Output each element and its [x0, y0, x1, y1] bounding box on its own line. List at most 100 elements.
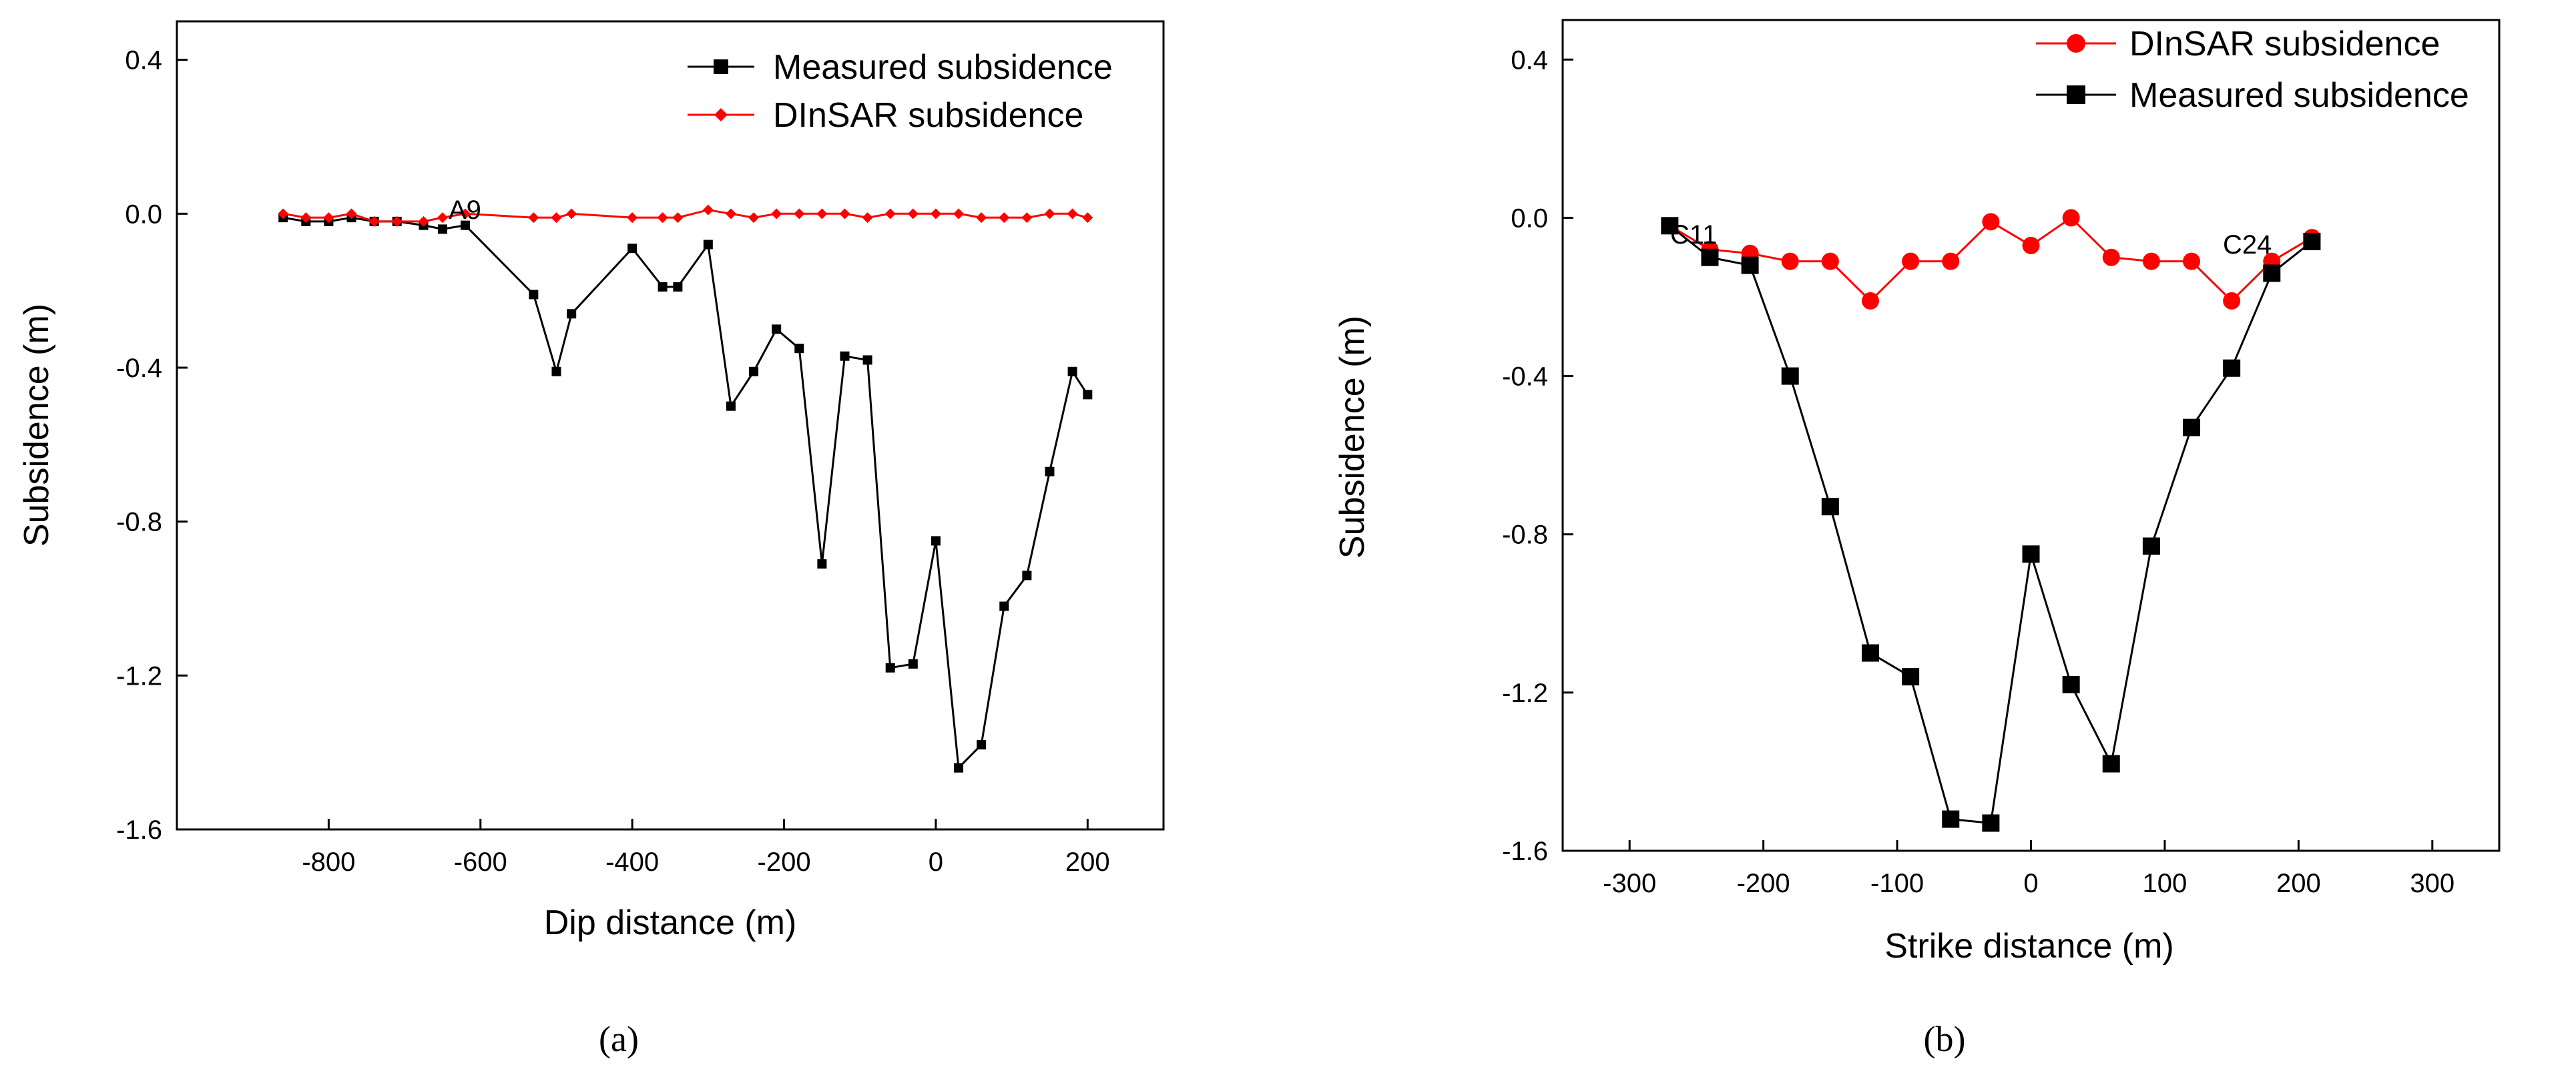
panel-a-y-tick-label: 0.4 [125, 46, 162, 75]
panel-a-point-measured-subsidence-9 [529, 290, 539, 300]
panel-b-point-measured-subsidence-5 [1861, 644, 1879, 662]
panel-a-x-tick-label: -200 [758, 847, 811, 877]
panel-a-annotation-a9: A9 [449, 196, 481, 225]
panel-a-point-measured-subsidence-14 [673, 282, 683, 292]
panel-a-point-measured-subsidence-7 [437, 224, 447, 234]
panel-b-point-dinsar-subsidence-5 [1861, 292, 1879, 310]
panel-b-point-measured-subsidence-1 [1701, 248, 1719, 266]
panel-b-point-measured-subsidence-4 [1821, 498, 1839, 516]
panel-b-y-tick-label: 0.4 [1511, 45, 1548, 75]
panel-b-point-measured-subsidence-15 [2263, 264, 2281, 282]
panel-a-point-dinsar-subsidence-32 [1082, 212, 1093, 224]
panel-b-x-axis-title: Strike distance (m) [1884, 927, 2173, 966]
panel-a-point-dinsar-subsidence-18 [771, 208, 782, 220]
panel-a-point-dinsar-subsidence-6 [418, 216, 429, 227]
panel-a-y-tick-label: 0.0 [125, 200, 162, 229]
panel-a-point-dinsar-subsidence-11 [566, 208, 577, 220]
panel-a-point-measured-subsidence-8 [461, 220, 471, 230]
panel-a-plot-frame [176, 20, 1165, 831]
panel-b-y-tick-label: -0.4 [1502, 362, 1548, 392]
panel-a-point-measured-subsidence-28 [999, 601, 1009, 611]
panel-a-point-dinsar-subsidence-19 [794, 208, 805, 220]
panel-b-point-measured-subsidence-10 [2062, 676, 2080, 693]
panel-a-x-tick-label: 0 [929, 847, 943, 877]
panel-a-y-tick-label: -1.2 [116, 661, 162, 691]
panel-b-point-measured-subsidence-13 [2183, 418, 2201, 436]
panel-b-point-measured-subsidence-2 [1741, 256, 1759, 274]
panel-a-point-dinsar-subsidence-7 [437, 212, 448, 224]
panel-b-point-measured-subsidence-9 [2022, 545, 2040, 563]
panel-a-point-dinsar-subsidence-8 [460, 208, 471, 220]
panel-b-point-dinsar-subsidence-13 [2183, 252, 2201, 270]
panel-a-point-dinsar-subsidence-26 [953, 208, 965, 220]
panel-a-series-line-dinsar-subsidence [282, 209, 1088, 223]
panel-a-x-tick-label: -400 [605, 847, 659, 877]
panel-a-point-dinsar-subsidence-30 [1044, 208, 1055, 220]
panel-a-point-measured-subsidence-21 [840, 351, 850, 361]
panel-b-point-measured-subsidence-16 [2303, 233, 2321, 250]
panel-a-point-measured-subsidence-10 [551, 366, 561, 376]
panel-a-point-dinsar-subsidence-20 [816, 208, 828, 220]
panel-a-point-dinsar-subsidence-28 [999, 212, 1010, 224]
panel-b-plot-frame [1561, 19, 2501, 852]
panel-a-legend-item-dinsar: DInSAR subsidence [688, 96, 1083, 135]
panel-a-point-dinsar-subsidence-12 [627, 212, 638, 224]
panel-b-point-dinsar-subsidence-6 [1902, 252, 1920, 270]
panel-a-y-tick-label: -1.6 [116, 815, 162, 845]
panel-b-annotation-c24: C24 [2223, 230, 2272, 260]
panel-a-point-dinsar-subsidence-2 [323, 212, 334, 224]
panel-a-point-dinsar-subsidence-9 [528, 212, 539, 224]
panel-a-series-line-measured-subsidence [282, 216, 1089, 771]
panel-a-point-dinsar-subsidence-25 [930, 208, 941, 220]
panel-b-point-dinsar-subsidence-10 [2062, 209, 2080, 227]
panel-b-point-dinsar-subsidence-4 [1821, 252, 1839, 270]
panel-b-x-tick-label: 200 [2276, 869, 2321, 898]
panel-a-point-measured-subsidence-27 [977, 740, 987, 750]
panel-b-legend: DInSAR subsidence Measured subsidence [2036, 25, 2469, 115]
panel-b-point-dinsar-subsidence-11 [2102, 248, 2120, 266]
panel-b-y-tick-label: -1.6 [1502, 837, 1548, 866]
panel-b-x-tick-label: 0 [2023, 869, 2038, 898]
panel-a: -800 -600 -400 -200 0 200 0.4 0.0 -0.4 -0.8 -1.2 -1… [17, 20, 1165, 1059]
panel-a-point-measured-subsidence-16 [726, 401, 736, 411]
panel-a-point-dinsar-subsidence-22 [862, 212, 873, 224]
panel-a-legend-item-measured: Measured subsidence [688, 48, 1113, 87]
panel-b-x-tick-label: -100 [1870, 869, 1924, 898]
panel-b-point-dinsar-subsidence-14 [2223, 292, 2241, 310]
panel-b-point-dinsar-subsidence-7 [1942, 252, 1960, 270]
panel-a-point-measured-subsidence-26 [954, 763, 964, 773]
panel-b-legend-item-dinsar: DInSAR subsidence [2036, 25, 2440, 63]
panel-a-label: (a) [599, 1019, 639, 1059]
panel-a-point-dinsar-subsidence-24 [907, 208, 919, 220]
panel-b-series-line-measured-subsidence [1669, 225, 2313, 825]
panel-a-legend-label-dinsar: DInSAR subsidence [773, 96, 1083, 135]
panel-b-legend-label-dinsar: DInSAR subsidence [2129, 25, 2440, 63]
panel-b-point-measured-subsidence-8 [1982, 814, 2000, 832]
panel-a-point-dinsar-subsidence-4 [368, 216, 380, 227]
panel-b-point-measured-subsidence-0 [1661, 217, 1679, 235]
panel-b-point-measured-subsidence-12 [2142, 537, 2160, 555]
panel-b-point-dinsar-subsidence-12 [2142, 252, 2160, 270]
panel-b-point-measured-subsidence-7 [1942, 810, 1960, 828]
panel-b-label: (b) [1924, 1019, 1966, 1059]
panel-a-point-measured-subsidence-22 [862, 355, 872, 365]
panel-a-point-measured-subsidence-18 [772, 324, 782, 334]
panel-a-point-measured-subsidence-17 [749, 366, 759, 376]
panel-b-annotation-c11: C11 [1670, 220, 1717, 250]
panel-a-point-measured-subsidence-12 [627, 244, 637, 254]
panel-a-legend-label-measured: Measured subsidence [773, 48, 1113, 87]
panel-b-x-tick-label: 100 [2143, 869, 2187, 898]
panel-a-x-tick-label: -800 [302, 847, 355, 877]
panel-a-point-measured-subsidence-31 [1067, 366, 1077, 376]
panel-b-point-measured-subsidence-3 [1781, 367, 1799, 385]
panel-b-y-tick-label: -0.8 [1502, 520, 1548, 550]
panel-b-y-tick-label: 0.0 [1511, 204, 1548, 233]
panel-a-point-dinsar-subsidence-29 [1021, 212, 1033, 224]
panel-a-point-dinsar-subsidence-23 [884, 208, 896, 220]
panel-a-point-dinsar-subsidence-17 [748, 212, 760, 224]
panel-a-point-dinsar-subsidence-1 [300, 212, 312, 224]
panel-a-ticks: -800 -600 -400 -200 0 200 0.4 0.0 -0.4 -0.8 -1.2 -1… [116, 46, 1110, 877]
panel-b-legend-label-measured: Measured subsidence [2129, 76, 2469, 115]
panel-a-x-tick-label: -600 [454, 847, 507, 877]
